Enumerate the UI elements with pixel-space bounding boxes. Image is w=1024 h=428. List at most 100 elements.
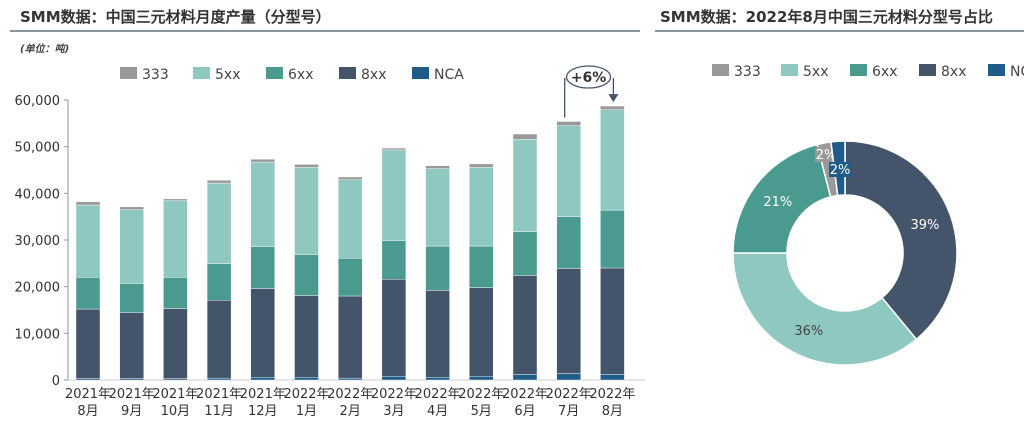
x-tick-label: 2022年 (415, 387, 461, 402)
bar-333 (294, 164, 319, 168)
bar-333 (556, 121, 581, 126)
bar-NCA (381, 376, 407, 381)
bar-6xx (425, 245, 450, 291)
data-label-NCA: 2% (830, 163, 851, 178)
x-tick-label: 1月 (296, 404, 317, 419)
bar-NCA (600, 374, 625, 381)
x-tick-label: 2021年 (65, 387, 111, 402)
x-tick-label: 8月 (77, 404, 98, 419)
x-tick-label: 4月 (427, 404, 448, 419)
legend-swatch-NCA (412, 67, 429, 79)
bar-NCA (338, 377, 363, 381)
slice-5xx (732, 252, 918, 366)
pie-chart-title: SMM数据：2022年8月中国三元材料分型号占比 (660, 8, 993, 26)
legend-label-6xx: 6xx (872, 64, 897, 80)
bar-NCA (425, 377, 450, 381)
bar-6xx (250, 246, 276, 289)
bar-8xx (556, 268, 581, 374)
bar-5xx (75, 204, 101, 278)
bar-333 (381, 147, 407, 151)
bar-5xx (381, 149, 407, 241)
bar-6xx (206, 263, 232, 301)
bar-NCA (119, 378, 144, 381)
x-tick-label: 11月 (204, 404, 234, 419)
bar-NCA (556, 373, 581, 381)
bar-333 (206, 180, 232, 184)
data-label-333: 2% (816, 148, 837, 163)
bar-6xx (469, 245, 494, 288)
legend-label-8xx: 8xx (361, 67, 386, 83)
bar-333 (469, 163, 494, 168)
annotation-label: +6% (571, 70, 607, 86)
bar-5xx (512, 138, 538, 232)
bar-5xx (250, 161, 276, 247)
bar-333 (338, 176, 363, 180)
x-tick-label: 2022年 (546, 387, 592, 402)
legend-swatch-333 (712, 64, 729, 76)
legend-swatch-8xx (919, 64, 936, 76)
bar-8xx (206, 300, 232, 379)
data-label-bg (829, 162, 851, 177)
y-tick-label: 60,000 (15, 94, 61, 109)
bar-8xx (425, 290, 450, 378)
y-tick-label: 20,000 (15, 281, 61, 296)
x-tick-label: 7月 (558, 404, 579, 419)
x-tick-label: 10月 (161, 404, 191, 419)
x-tick-label: 2022年 (502, 387, 548, 402)
legend-label-5xx: 5xx (215, 67, 240, 83)
x-tick-label: 12月 (248, 404, 278, 419)
bar-6xx (119, 283, 144, 313)
bar-6xx (600, 209, 625, 269)
legend-swatch-6xx (266, 67, 283, 79)
legend-label-6xx: 6xx (288, 67, 313, 83)
legend-label-NCA: NCA (434, 67, 464, 83)
arrow-icon (608, 94, 619, 103)
legend-swatch-5xx (781, 64, 798, 76)
bar-8xx (163, 308, 188, 379)
legend-swatch-8xx (339, 67, 356, 79)
x-tick-label: 2月 (340, 404, 361, 419)
x-tick-label: 2021年 (196, 387, 242, 402)
bar-NCA (75, 378, 101, 381)
bar-5xx (206, 182, 232, 264)
bar-333 (119, 206, 144, 210)
legend-label-NCA: NCA (1010, 64, 1024, 80)
data-label-6xx: 21% (763, 195, 792, 210)
x-tick-label: 5月 (471, 404, 492, 419)
bar-333 (425, 165, 450, 169)
bar-5xx (469, 166, 494, 247)
x-tick-label: 6月 (514, 404, 535, 419)
bar-333 (163, 198, 188, 202)
legend-label-333: 333 (142, 67, 169, 83)
slice-8xx (844, 140, 958, 341)
x-tick-label: 2021年 (152, 387, 198, 402)
bar-6xx (163, 277, 188, 309)
annotation-bubble (565, 65, 612, 89)
y-tick-label: 30,000 (15, 234, 61, 249)
unit-label: (单位：吨) (20, 44, 70, 55)
x-tick-label: 2021年 (240, 387, 286, 402)
legend-swatch-NCA (988, 64, 1005, 76)
data-label-5xx: 36% (794, 324, 823, 339)
bar-NCA (250, 377, 276, 381)
x-tick-label: 2022年 (327, 387, 373, 402)
y-tick-label: 50,000 (15, 141, 61, 156)
bar-5xx (119, 209, 144, 284)
bar-8xx (75, 308, 101, 379)
bar-chart-title: SMM数据：中国三元材料月度产量（分型号） (20, 8, 331, 26)
bar-5xx (425, 168, 450, 247)
bar-NCA (163, 378, 188, 381)
legend-swatch-6xx (850, 64, 867, 76)
bar-NCA (469, 376, 494, 381)
x-tick-label: 2021年 (109, 387, 155, 402)
bar-NCA (512, 374, 538, 381)
bar-NCA (294, 377, 319, 381)
bar-6xx (294, 254, 319, 296)
legend-swatch-5xx (193, 67, 210, 79)
bar-333 (512, 133, 538, 140)
bar-8xx (381, 279, 407, 377)
bar-333 (600, 105, 625, 110)
x-tick-label: 9月 (121, 404, 142, 419)
x-tick-label: 2022年 (371, 387, 417, 402)
